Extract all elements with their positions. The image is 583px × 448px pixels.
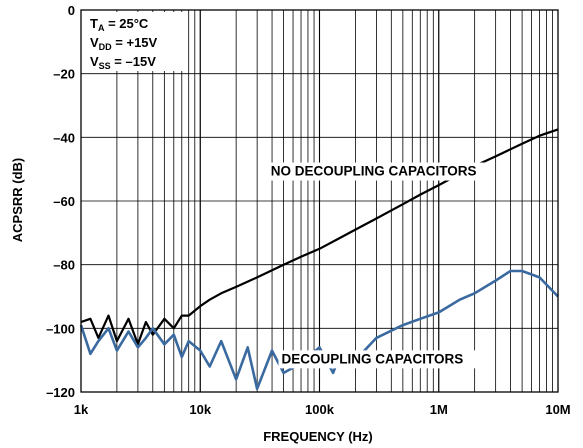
annotation-backdrop (267, 162, 493, 181)
condition-vdd: VDD = +15V (90, 35, 158, 52)
y-tick-label: –80 (53, 258, 75, 273)
conditions-box (84, 12, 185, 71)
annotation-label-decoupling: DECOUPLING CAPACITORS (281, 351, 463, 366)
tick-labels: 0 –20 –40 –60 –80 –100 –120 1k 10k 100k 1M 10M (46, 3, 571, 417)
x-axis-title: FREQUENCY (Hz) (263, 429, 373, 444)
x-tick-label: 100k (305, 402, 335, 417)
y-tick-label: –120 (46, 385, 75, 400)
y-tick-label: –20 (53, 67, 75, 82)
y-axis-title: ACPSRR (dB) (10, 158, 25, 243)
x-tick-label: 10M (545, 402, 570, 417)
annotation-label-no-decoupling: NO DECOUPLING CAPACITORS (271, 164, 477, 179)
annotations: NO DECOUPLING CAPACITORS DECOUPLING CAPAC… (267, 162, 493, 369)
condition-ta-subscript: A (98, 23, 105, 33)
series-line-decoupling (79, 269, 559, 391)
y-tick-label: –100 (46, 321, 75, 336)
x-tick-label: 1M (430, 402, 448, 417)
annotation-backdrop (278, 350, 476, 369)
condition-vdd-subscript: DD (99, 42, 112, 52)
grid (81, 10, 558, 392)
y-tick-label: –60 (53, 194, 75, 209)
plot-frame (80, 9, 559, 393)
y-tick-label: 0 (68, 3, 75, 18)
x-tick-label: 10k (189, 402, 211, 417)
y-tick-label: –40 (53, 130, 75, 145)
condition-vss: VSS = –15V (90, 54, 156, 71)
condition-ta: TA = 25°C (90, 16, 149, 33)
x-tick-label: 1k (74, 402, 89, 417)
condition-vss-subscript: SS (99, 61, 111, 71)
